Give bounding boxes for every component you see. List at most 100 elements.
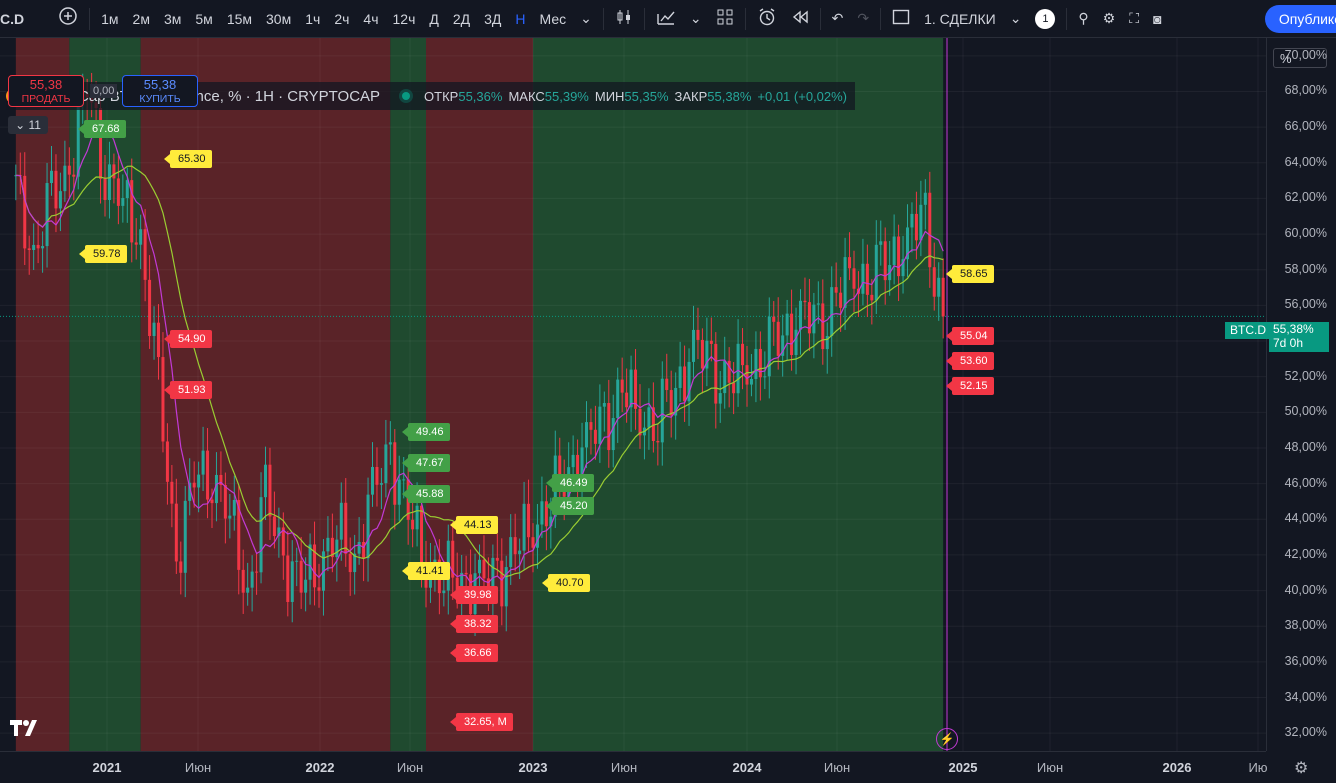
candle-body	[63, 165, 67, 192]
candle-body	[807, 302, 811, 334]
candle-body	[874, 244, 878, 301]
price-tick-label: 42,00%	[1284, 546, 1327, 561]
indicators-dropdown[interactable]: ⌄	[683, 0, 709, 37]
candle-body	[388, 442, 392, 445]
alert-button[interactable]	[750, 0, 784, 37]
candle-body	[901, 259, 905, 277]
time-tick-label: Июн	[823, 760, 851, 775]
legend-change: +0,01 (+0,02%)	[757, 88, 848, 104]
signal-label: 59.78	[79, 245, 127, 263]
interval-button[interactable]: Н	[515, 10, 526, 27]
buy-button[interactable]: 55,38 КУПИТЬ	[122, 75, 198, 107]
candle-body	[629, 369, 633, 408]
candle-body	[776, 321, 780, 356]
candle-body	[821, 303, 825, 350]
candle-body	[170, 481, 174, 504]
candle-body	[656, 441, 660, 443]
interval-button[interactable]: 2Д	[452, 10, 471, 27]
candle-body	[348, 553, 352, 573]
redo-button[interactable]: ↷	[850, 0, 876, 37]
interval-button[interactable]: 2м	[132, 10, 150, 27]
interval-button[interactable]: 1ч	[305, 10, 321, 27]
interval-button[interactable]: 15м	[226, 10, 253, 27]
signal-label: 45.88	[402, 485, 450, 503]
candle-body	[237, 499, 241, 570]
layout-square-button[interactable]	[885, 0, 917, 37]
signal-label: 53.60	[946, 352, 994, 370]
chevron-down-icon: ⌄	[689, 10, 702, 26]
symbol-search-button[interactable]: C.D	[0, 10, 25, 27]
indicators-toggle[interactable]: ⌄ 11	[8, 116, 48, 134]
interval-button[interactable]: 2ч	[334, 10, 350, 27]
current-price-marker: 55,38% 7d 0h	[1269, 322, 1329, 352]
interval-button[interactable]: 3Д	[484, 10, 502, 27]
publish-button[interactable]: Опублико	[1264, 4, 1336, 33]
settings-button[interactable]: ⚙	[1096, 0, 1123, 37]
candle-body	[589, 422, 593, 430]
price-tick-label: 38,00%	[1284, 618, 1327, 633]
time-axis[interactable]: 2021 Июн 2022 Июн 2023 Июн 2024 Июн 2025 Июн 2026 И…	[0, 751, 1308, 783]
candle-body	[188, 482, 192, 501]
candle-body	[246, 587, 250, 593]
interval-dropdown-chevron[interactable]: ⌄	[573, 0, 599, 37]
interval-button[interactable]: Мес	[539, 10, 567, 27]
buy-label: КУПИТЬ	[139, 93, 181, 105]
candle-body	[482, 559, 486, 579]
indicators-count: 11	[28, 118, 41, 132]
layout-name-button[interactable]: 1. СДЕЛКИ	[924, 10, 996, 27]
chart-type-button[interactable]	[608, 0, 640, 37]
candle-body	[197, 474, 201, 488]
signal-label: 39.98	[450, 586, 498, 604]
chart-settings-button[interactable]: ⚙	[1294, 758, 1308, 778]
candle-body	[326, 537, 330, 552]
layout-dropdown[interactable]: ⌄	[1003, 0, 1029, 37]
interval-button[interactable]: 30м	[266, 10, 292, 27]
candle-body	[317, 587, 321, 591]
compare-symbol-button[interactable]	[51, 0, 85, 37]
candle-body	[865, 263, 869, 295]
indicators-button[interactable]	[649, 0, 683, 37]
interval-button[interactable]: 3м	[163, 10, 182, 27]
lightning-icon[interactable]: ⚡	[936, 728, 958, 750]
interval-button[interactable]: 1м	[101, 10, 119, 27]
price-tick-label: 44,00%	[1284, 511, 1327, 526]
candle-body	[919, 204, 923, 241]
alarm-clock-icon	[757, 7, 777, 30]
candle-body	[812, 304, 816, 334]
percent-scale-button[interactable]: %	[1273, 48, 1327, 68]
templates-button[interactable]	[709, 0, 741, 37]
candle-body	[700, 339, 704, 369]
candle-body	[460, 572, 464, 598]
toolbar-divider	[89, 7, 91, 30]
gear-icon: ⚙	[1294, 760, 1309, 777]
layout-count-badge: 1	[1035, 8, 1056, 29]
price-axis[interactable]: % 70,00% 68,00% 66,00% 64,00% 62,00% 60,00% 58…	[1266, 38, 1336, 751]
candle-body	[478, 559, 481, 574]
sell-button[interactable]: 55,38 ПРОДАТЬ	[8, 75, 84, 107]
candle-body	[67, 165, 71, 175]
square-icon	[892, 8, 910, 29]
grid-icon	[716, 8, 734, 29]
candle-body	[839, 292, 843, 308]
zone-bull	[69, 38, 141, 751]
candle-body	[103, 178, 107, 200]
candle-body	[23, 175, 27, 249]
quick-search-button[interactable]: ⚲	[1071, 0, 1095, 37]
fullscreen-button[interactable]: ⛶	[1122, 0, 1146, 37]
plus-circle-icon	[58, 6, 78, 31]
replay-button[interactable]	[784, 0, 816, 37]
layout-badge[interactable]: 1	[1028, 0, 1062, 37]
interval-button[interactable]: 5м	[195, 10, 213, 27]
interval-button[interactable]: 12ч	[392, 10, 416, 27]
candle-body	[647, 407, 651, 428]
candle-body	[272, 516, 276, 537]
interval-button[interactable]: Д	[429, 10, 439, 27]
toolbar-divider	[643, 7, 645, 30]
candle-body	[259, 497, 263, 573]
interval-button[interactable]: 4ч	[363, 10, 379, 27]
candle-body	[576, 454, 580, 491]
screenshot-button[interactable]: ◙	[1146, 0, 1168, 37]
chart-pane[interactable]: ₿ Market Cap BTC Dominance, % · 1H · CRY…	[0, 38, 1266, 751]
chevron-down-icon: ⌄	[15, 118, 29, 132]
undo-button[interactable]: ↶	[825, 0, 851, 37]
